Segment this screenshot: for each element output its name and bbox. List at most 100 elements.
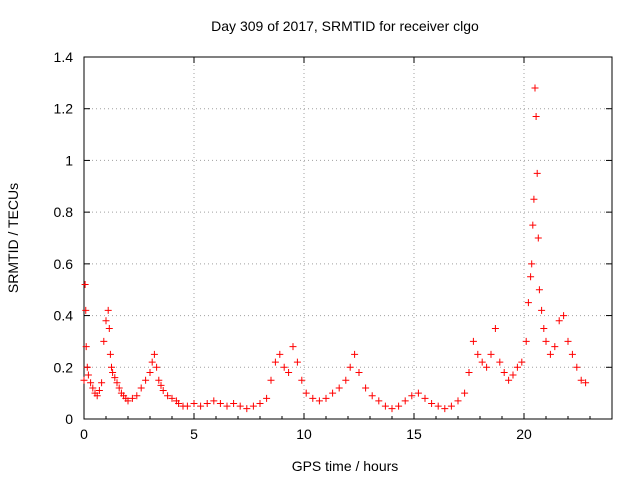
data-point [496,358,504,366]
data-point [263,394,271,402]
data-point [175,399,183,407]
x-tick-label: 10 [296,426,312,442]
data-point [518,358,526,366]
data-point [551,343,559,351]
data-point [533,169,541,177]
data-point [159,387,167,395]
data-point [111,374,119,382]
data-point [509,371,517,379]
data-point [102,317,110,325]
data-point [540,325,548,332]
data-point [124,397,132,405]
data-point [98,379,106,387]
data-point [335,384,343,392]
data-point [109,368,117,376]
data-point [142,376,150,384]
data-point [441,405,449,413]
data-point [538,306,546,314]
data-point [230,399,238,407]
data-point [531,84,539,92]
data-point [474,350,482,358]
y-tick-label: 0.2 [54,359,74,375]
data-point [368,392,376,400]
data-point [527,273,535,281]
data-point [113,379,121,387]
data-point [469,337,477,345]
data-point [573,363,581,371]
data-point [491,325,499,332]
data-point [115,384,123,392]
data-point [351,350,359,358]
y-tick-label: 1.2 [54,101,74,117]
data-point [388,405,396,413]
data-point [447,402,455,410]
data-point [342,376,350,384]
data-point [243,405,251,413]
data-point [434,402,442,410]
data-point [478,358,486,366]
y-tick-label: 0 [65,411,73,427]
data-point [137,384,145,392]
data-point [582,379,590,387]
data-point [505,376,513,384]
data-point [146,368,154,376]
data-point [568,350,576,358]
data-point [267,376,275,384]
data-points [80,84,590,413]
data-point [108,363,115,371]
data-point [81,281,89,289]
data-point [133,392,141,400]
data-point [461,389,469,397]
data-point [280,363,288,371]
data-point [82,306,90,314]
x-tick-label: 0 [80,426,88,442]
data-point [329,389,337,397]
data-point [271,358,279,366]
data-point [95,387,103,395]
data-point [487,350,495,358]
data-point [414,389,422,397]
data-point [542,337,550,345]
data-point [560,312,568,320]
data-point [309,394,317,402]
data-point [216,399,224,407]
data-point [84,371,92,379]
data-point [298,376,306,384]
data-point [362,384,370,392]
data-point [395,402,403,410]
data-point [203,399,211,407]
plot-frame [83,56,613,420]
data-point [454,397,462,405]
data-point [428,399,436,407]
data-point [157,381,165,389]
data-point [513,363,521,371]
data-point [155,376,163,384]
y-tick-label: 0.6 [54,256,74,272]
data-point [276,350,284,358]
data-point [164,392,172,400]
data-point [197,402,205,410]
y-tick-label: 1 [65,152,73,168]
data-point [381,402,389,410]
data-point [355,368,363,376]
data-point [223,402,231,410]
data-point [534,234,542,242]
data-point [530,195,538,203]
data-point [555,317,563,325]
y-axis-label: SRMTID / TECUs [5,183,21,293]
data-point [529,221,537,229]
data-point [408,392,416,400]
data-point [256,399,264,407]
data-point [483,363,491,371]
y-tick-label: 1.4 [54,49,74,65]
data-point [500,368,508,376]
data-point [285,368,293,376]
data-point [524,299,532,307]
data-point [80,376,88,384]
data-point [148,358,156,366]
data-point [190,399,198,407]
data-point [302,389,310,397]
data-point [83,363,91,371]
axis-ticks: 0 0.2 0.4 0.6 0.8 1 1.2 1.4 0 5 10 15 20 [54,49,612,442]
